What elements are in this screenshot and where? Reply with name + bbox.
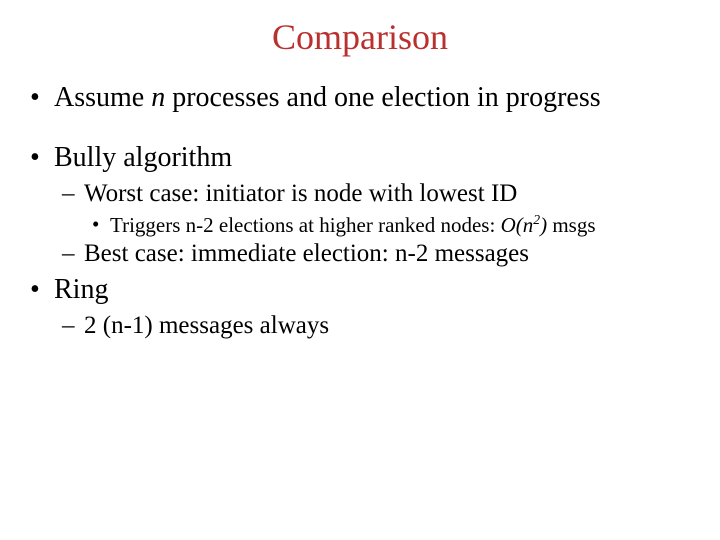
bullet-assume-prefix: Assume bbox=[54, 82, 151, 113]
bully-worst-case-text: Worst case: initiator is node with lowes… bbox=[84, 180, 517, 207]
bully-close: ) bbox=[540, 213, 547, 237]
ring-messages: 2 (n-1) messages always bbox=[54, 312, 700, 340]
bullet-assume-suffix: processes and one election in progress bbox=[165, 82, 600, 113]
bully-worst-sublist: Triggers n-2 elections at higher ranked … bbox=[84, 212, 700, 238]
bully-worst-case: Worst case: initiator is node with lowes… bbox=[54, 180, 700, 238]
bullet-assume: Assume n processes and one election in p… bbox=[20, 82, 700, 114]
bully-best-case: Best case: immediate election: n-2 messa… bbox=[54, 240, 700, 268]
bullet-ring-label: Ring bbox=[54, 274, 108, 305]
bully-triggers: Triggers n-2 elections at higher ranked … bbox=[84, 212, 700, 238]
bully-triggers-prefix: Triggers n-2 elections at higher ranked … bbox=[110, 213, 501, 237]
slide-title: Comparison bbox=[20, 16, 700, 58]
bullet-bully: Bully algorithm Worst case: initiator is… bbox=[20, 142, 700, 268]
bullet-ring: Ring 2 (n-1) messages always bbox=[20, 274, 700, 340]
ring-messages-text: 2 (n-1) messages always bbox=[84, 312, 329, 339]
bullet-bully-label: Bully algorithm bbox=[54, 142, 232, 173]
bullet-list: Assume n processes and one election in p… bbox=[20, 82, 700, 340]
ring-sublist: 2 (n-1) messages always bbox=[54, 312, 700, 340]
bullet-assume-n: n bbox=[151, 82, 165, 113]
bully-best-case-text: Best case: immediate election: n-2 messa… bbox=[84, 240, 529, 267]
slide: Comparison Assume n processes and one el… bbox=[0, 0, 720, 540]
bully-triggers-suffix: msgs bbox=[547, 213, 595, 237]
bully-bigO: O(n bbox=[501, 213, 534, 237]
bully-sublist: Worst case: initiator is node with lowes… bbox=[54, 180, 700, 268]
